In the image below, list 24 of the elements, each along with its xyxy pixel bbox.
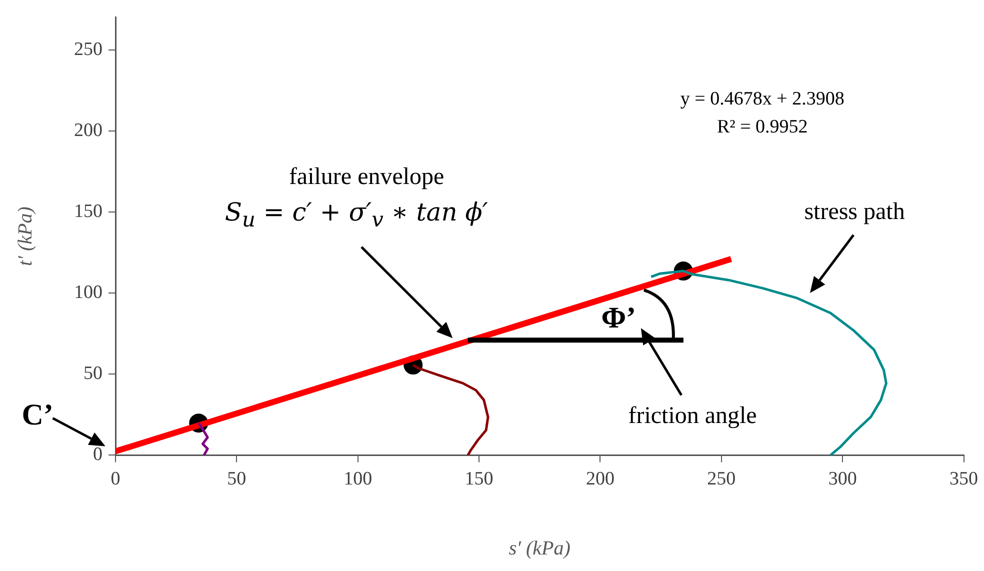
- x-tick-label: 50: [227, 468, 246, 490]
- y-tick-label: 0: [93, 444, 102, 466]
- x-tick-label: 0: [110, 468, 120, 490]
- x-axis-title: s′ (kPa): [508, 537, 571, 560]
- annotation: y = 0.4678x + 2.3908: [680, 88, 844, 110]
- x-tick-label: 200: [586, 468, 614, 490]
- x-tick-label: 300: [828, 468, 857, 490]
- annotation: friction angle: [628, 402, 757, 430]
- annotation: failure envelope: [288, 164, 444, 190]
- y-tick-label: 150: [74, 200, 102, 222]
- y-axis-title: t′ (kPa): [14, 206, 36, 266]
- x-tick-label: 100: [344, 468, 372, 490]
- x-tick-label: 150: [464, 468, 494, 490]
- y-tick-label: 200: [74, 120, 102, 141]
- annotation: S$_{u}$ = c′ + σ′$_{v}$ ∗ tan ϕ′: [224, 198, 488, 232]
- y-tick-label: 100: [74, 282, 102, 304]
- y-tick-label: 50: [84, 363, 102, 384]
- x-tick-label: 250: [707, 468, 736, 490]
- annotation: Φ’: [601, 302, 636, 335]
- annotation: stress path: [804, 198, 905, 226]
- annotation: R² = 0.9952: [716, 116, 808, 138]
- x-tick-label: 350: [950, 468, 978, 490]
- text: C’: [22, 398, 54, 432]
- y-tick-label: 250: [74, 38, 102, 60]
